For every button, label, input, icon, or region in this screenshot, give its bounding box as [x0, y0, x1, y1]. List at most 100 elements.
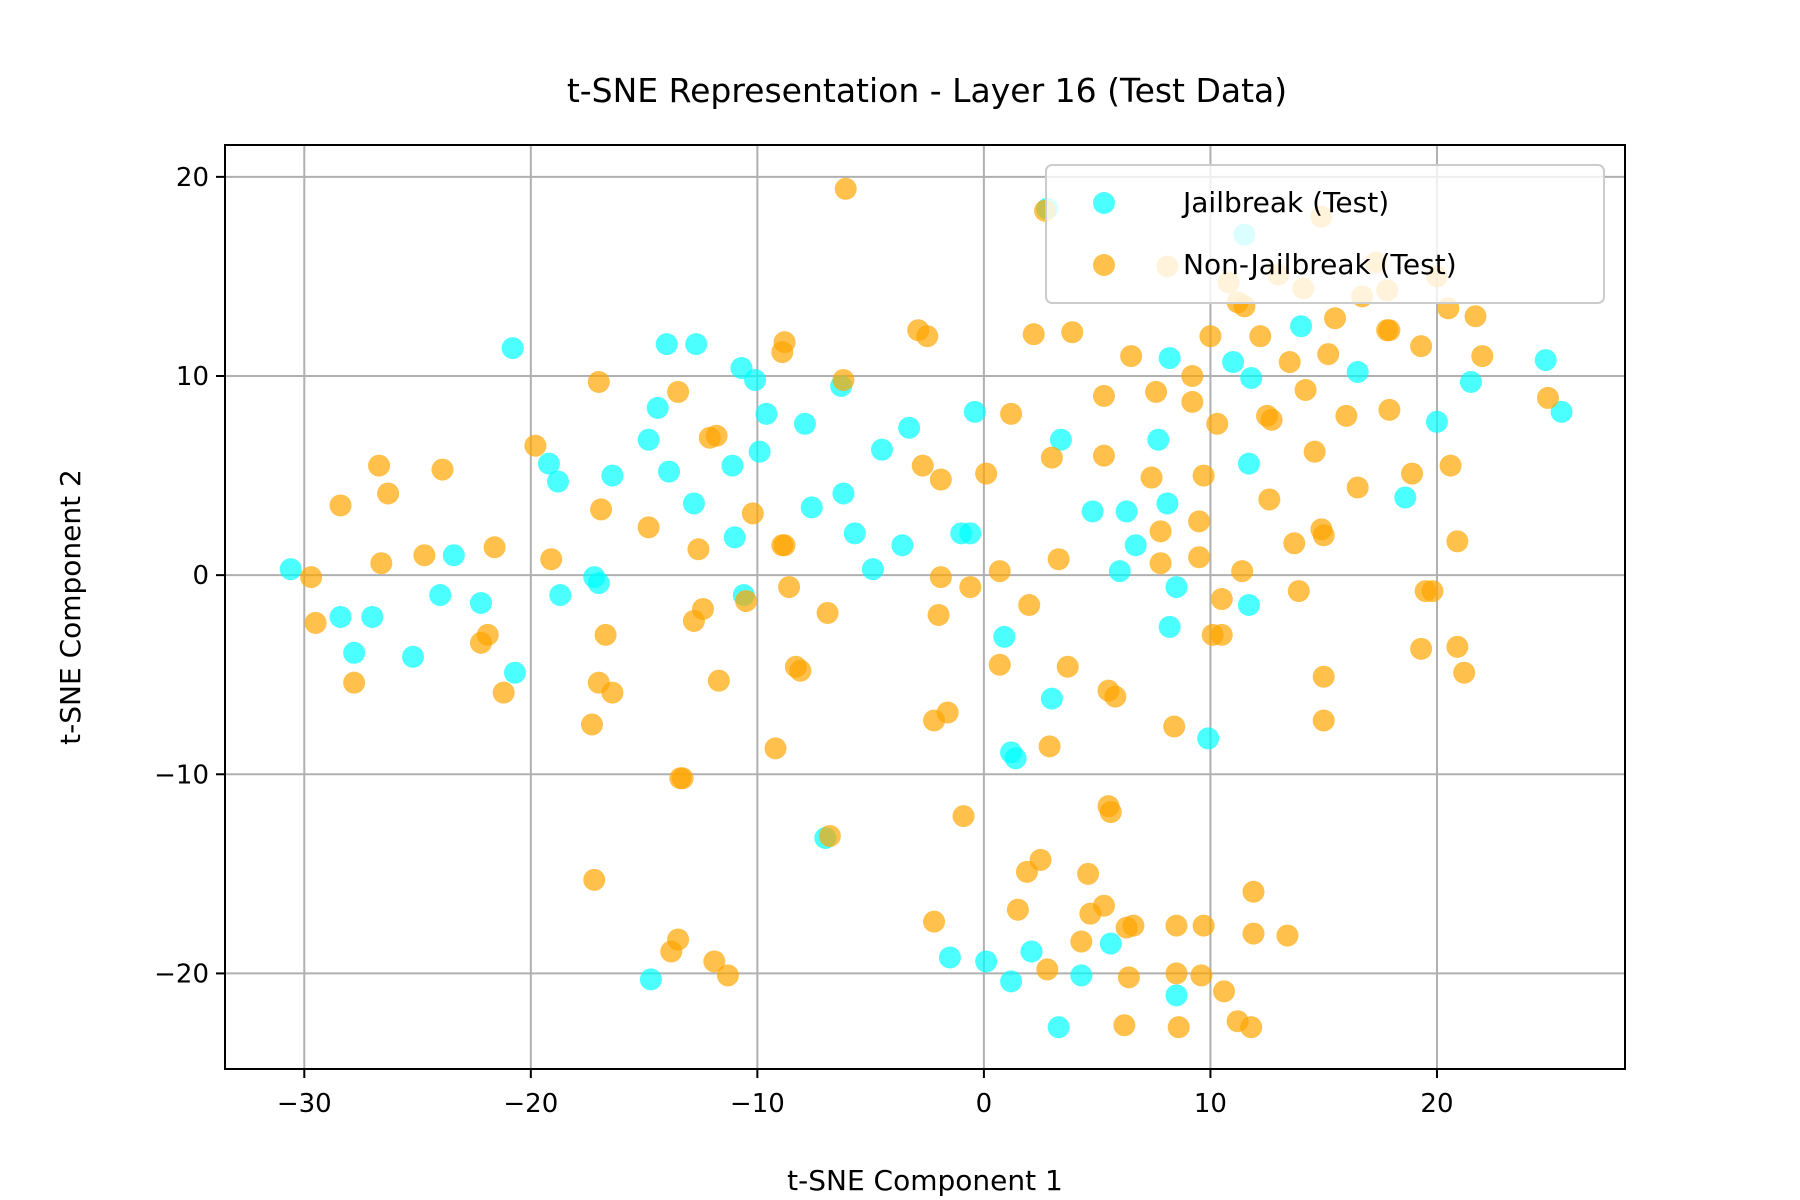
jailbreak-point	[658, 460, 681, 483]
non-jailbreak-point	[703, 950, 726, 973]
non-jailbreak-point	[705, 424, 728, 447]
non-jailbreak-point	[1006, 898, 1029, 921]
non-jailbreak-point	[1312, 665, 1335, 688]
non-jailbreak-point	[1303, 440, 1326, 463]
jailbreak-point	[1237, 594, 1260, 617]
non-jailbreak-point	[601, 681, 624, 704]
non-jailbreak-point	[1149, 552, 1172, 575]
non-jailbreak-point	[1242, 880, 1265, 903]
jailbreak-point	[655, 333, 678, 356]
x-tick-label: −20	[503, 1089, 558, 1119]
non-jailbreak-point	[1149, 520, 1172, 543]
jailbreak-point	[682, 492, 705, 515]
non-jailbreak-point	[590, 498, 613, 521]
jailbreak-point	[402, 645, 425, 668]
non-jailbreak-point	[431, 458, 454, 481]
jailbreak-point	[1040, 687, 1063, 710]
non-jailbreak-point	[1242, 922, 1265, 945]
jailbreak-point	[501, 337, 524, 360]
non-jailbreak-point	[1047, 548, 1070, 571]
jailbreak-point	[1394, 486, 1417, 509]
jailbreak-point	[361, 605, 384, 628]
non-jailbreak-point	[1040, 446, 1063, 469]
y-tick-label: 10	[176, 362, 209, 392]
non-jailbreak-point	[1278, 351, 1301, 374]
non-jailbreak-point	[1287, 580, 1310, 603]
non-jailbreak-point	[1421, 580, 1444, 603]
non-jailbreak-point	[329, 494, 352, 517]
non-jailbreak-point	[1199, 325, 1222, 348]
non-jailbreak-point	[1210, 623, 1233, 646]
non-jailbreak-point	[1190, 964, 1213, 987]
y-tick-label: 20	[176, 163, 209, 193]
non-jailbreak-point	[1446, 530, 1469, 553]
data-points	[279, 177, 1573, 1039]
chart-title: t-SNE Representation - Layer 16 (Test Da…	[567, 71, 1287, 110]
non-jailbreak-point	[1240, 1016, 1263, 1039]
non-jailbreak-point	[1378, 319, 1401, 342]
non-jailbreak-point	[1206, 412, 1229, 435]
jailbreak-point	[1004, 747, 1027, 770]
non-jailbreak-point	[1249, 325, 1272, 348]
jailbreak-point	[832, 482, 855, 505]
non-jailbreak-point	[929, 468, 952, 491]
jailbreak-point	[793, 412, 816, 435]
jailbreak-point	[748, 440, 771, 463]
non-jailbreak-point	[1165, 962, 1188, 985]
non-jailbreak-point	[716, 964, 739, 987]
jailbreak-point	[1459, 370, 1482, 393]
non-jailbreak-point	[1446, 635, 1469, 658]
jailbreak-point	[537, 452, 560, 475]
jailbreak-point	[637, 428, 660, 451]
non-jailbreak-point	[1188, 510, 1211, 533]
axis-ticks: −30 −20 −10 0 10 20 −20 −10 0 10 20	[154, 163, 1453, 1119]
non-jailbreak-point	[1536, 386, 1559, 409]
x-tick-label: 0	[976, 1089, 993, 1119]
non-jailbreak-point	[343, 671, 366, 694]
non-jailbreak-point	[1029, 848, 1052, 871]
jailbreak-point	[1550, 400, 1573, 423]
non-jailbreak-point	[1213, 980, 1236, 1003]
jailbreak-point	[469, 592, 492, 615]
non-jailbreak-point	[834, 177, 857, 200]
jailbreak-point	[723, 526, 746, 549]
non-jailbreak-point	[671, 767, 694, 790]
non-jailbreak-point	[975, 462, 998, 485]
non-jailbreak-point	[1145, 380, 1168, 403]
non-jailbreak-point	[1181, 365, 1204, 387]
non-jailbreak-point	[741, 502, 764, 525]
non-jailbreak-point	[923, 910, 946, 933]
jailbreak-point	[1108, 560, 1131, 583]
legend-marker-non-jailbreak	[1093, 254, 1115, 276]
jailbreak-point	[639, 968, 662, 991]
jailbreak-point	[993, 625, 1016, 648]
non-jailbreak-point	[377, 482, 400, 505]
non-jailbreak-point	[1036, 958, 1059, 981]
jailbreak-point	[429, 584, 452, 607]
non-jailbreak-point	[1401, 462, 1424, 485]
jailbreak-point	[547, 470, 570, 493]
non-jailbreak-point	[1410, 335, 1433, 358]
non-jailbreak-point	[988, 560, 1011, 583]
jailbreak-point	[1020, 940, 1043, 963]
non-jailbreak-point	[911, 454, 934, 477]
non-jailbreak-point	[1181, 390, 1204, 413]
non-jailbreak-point	[1335, 404, 1358, 427]
jailbreak-point	[1049, 428, 1072, 451]
non-jailbreak-point	[1471, 345, 1494, 368]
jailbreak-point	[279, 558, 302, 581]
jailbreak-point	[549, 584, 572, 607]
non-jailbreak-point	[832, 368, 855, 391]
jailbreak-point	[1165, 576, 1188, 599]
non-jailbreak-point	[1464, 305, 1487, 328]
x-tick-label: 10	[1194, 1089, 1227, 1119]
non-jailbreak-point	[959, 576, 982, 599]
non-jailbreak-point	[916, 325, 939, 348]
non-jailbreak-point	[778, 576, 801, 599]
jailbreak-point	[646, 396, 669, 419]
jailbreak-point	[1240, 366, 1263, 389]
non-jailbreak-point	[368, 454, 391, 477]
non-jailbreak-point	[764, 737, 787, 760]
non-jailbreak-point	[1192, 464, 1215, 487]
